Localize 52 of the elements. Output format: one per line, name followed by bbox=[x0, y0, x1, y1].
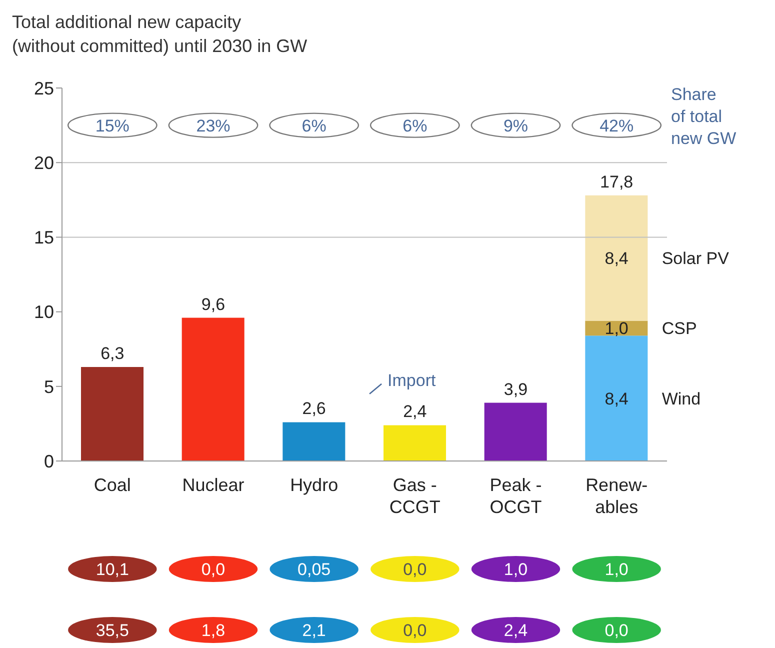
total-label: 17,8 bbox=[600, 172, 634, 192]
x-tick-label: Renew- ables bbox=[586, 475, 648, 517]
bar bbox=[484, 402, 547, 461]
bar bbox=[282, 422, 346, 461]
data-label: 8,4 bbox=[604, 249, 628, 268]
x-tick-label: Hydro bbox=[290, 475, 338, 495]
annotation: 23% bbox=[196, 116, 230, 136]
text: 1,0 bbox=[604, 560, 628, 579]
y-tick-label: 0 bbox=[44, 451, 54, 472]
series-label: CSP bbox=[662, 319, 697, 338]
x-tick-label: Nuclear bbox=[182, 475, 244, 495]
text: 2,4 bbox=[504, 621, 528, 640]
y-tick-label: 25 bbox=[34, 78, 54, 98]
text: 10,1 bbox=[96, 560, 129, 579]
y-tick-label: 5 bbox=[44, 376, 54, 397]
data-label: 2,4 bbox=[403, 402, 427, 422]
bar bbox=[585, 195, 648, 321]
text: 2,1 bbox=[302, 621, 326, 640]
text: 35,5 bbox=[96, 621, 129, 640]
data-label: 6,3 bbox=[100, 344, 124, 364]
chart-title: Total additional new capacity (without committed) until 2030 in GW bbox=[12, 11, 308, 58]
bar bbox=[182, 318, 244, 461]
x-tick-label: Gas - CCGT bbox=[389, 475, 440, 517]
text: Share of total new GW bbox=[671, 85, 736, 148]
text: 0,0 bbox=[403, 621, 427, 640]
bar bbox=[384, 425, 446, 461]
x-tick-label: Peak - OCGT bbox=[490, 475, 542, 517]
text: 0,05 bbox=[298, 560, 331, 579]
series-label: Solar PV bbox=[662, 249, 730, 268]
annotation: Import bbox=[388, 370, 436, 390]
bar bbox=[585, 336, 648, 461]
bar bbox=[81, 367, 144, 461]
annotation: 15% bbox=[95, 116, 130, 136]
text: 1,8 bbox=[201, 621, 226, 640]
annotation: 42% bbox=[600, 116, 634, 136]
annotation: 6% bbox=[402, 116, 428, 136]
data-label: 8,4 bbox=[604, 389, 628, 408]
series-label: Wind bbox=[662, 389, 701, 408]
data-label: 2,6 bbox=[302, 399, 326, 418]
x-tick-label: Coal bbox=[94, 475, 131, 495]
data-label: 3,9 bbox=[504, 380, 528, 399]
y-tick-label: 10 bbox=[34, 302, 54, 322]
data-label: 9,6 bbox=[201, 294, 226, 314]
y-tick-label: 15 bbox=[34, 228, 54, 248]
text: 0,0 bbox=[403, 560, 427, 579]
y-tick-label: 20 bbox=[34, 152, 54, 173]
text: 0,0 bbox=[604, 621, 628, 640]
annotation: 6% bbox=[302, 116, 326, 136]
annotation: 9% bbox=[503, 116, 528, 136]
text: 1,0 bbox=[504, 560, 528, 579]
text: 0,0 bbox=[201, 560, 226, 579]
data-label: 1,0 bbox=[604, 319, 628, 338]
